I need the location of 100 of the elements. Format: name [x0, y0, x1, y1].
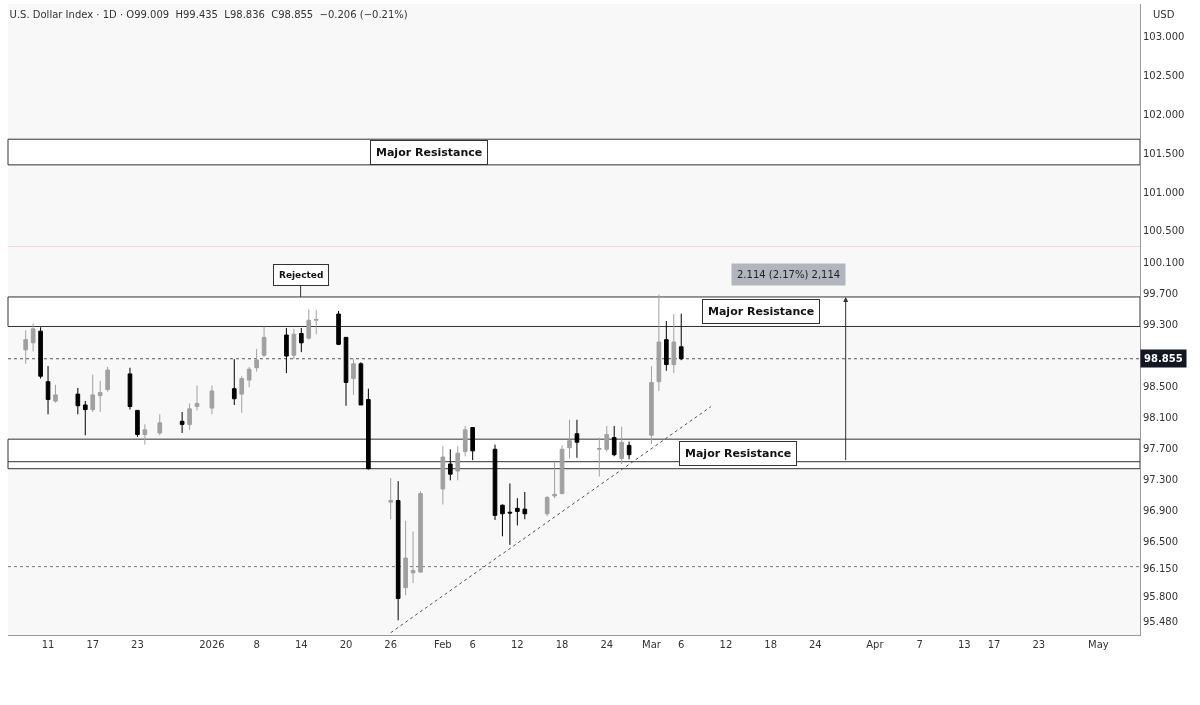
- candlestick: [299, 327, 304, 353]
- x-tick-label: 24: [600, 639, 614, 650]
- candlestick: [559, 444, 565, 495]
- candlestick: [619, 426, 624, 465]
- candlestick: [552, 461, 557, 499]
- y-tick-label: 99.700: [1143, 287, 1178, 299]
- x-tick-label: 7: [916, 639, 923, 650]
- y-tick-label: 96.500: [1143, 536, 1178, 548]
- candlestick: [97, 380, 103, 413]
- candlestick: [500, 503, 505, 537]
- candlestick: [306, 308, 312, 341]
- x-tick-label: Mar: [642, 639, 662, 650]
- x-tick-label: Feb: [434, 639, 452, 650]
- x-tick-label: 12: [510, 639, 524, 650]
- candlestick: [678, 313, 684, 361]
- y-tick-label: 100.500: [1143, 225, 1185, 237]
- y-tick-label: 97.300: [1143, 474, 1178, 486]
- candlestick: [239, 375, 245, 414]
- candlestick: [410, 531, 416, 584]
- candlestick: [664, 320, 669, 372]
- candlestick: [157, 413, 163, 436]
- candlestick: [30, 322, 36, 352]
- y-tick-label: 98.500: [1143, 380, 1178, 392]
- candlestick: [395, 480, 401, 621]
- x-tick-label: 11: [41, 639, 55, 650]
- candlestick: [544, 495, 550, 517]
- band-label: Major Resistance: [708, 305, 815, 318]
- x-tick-label: 8: [253, 639, 260, 650]
- candlestick: [403, 520, 408, 596]
- candlestick: [254, 348, 259, 373]
- y-tick-label: 101.500: [1143, 147, 1185, 159]
- candlestick: [522, 491, 528, 520]
- candlestick: [105, 366, 110, 393]
- y-tick-label: 97.700: [1143, 443, 1178, 454]
- band-label: Major Resistance: [685, 447, 792, 460]
- candlestick: [194, 385, 200, 411]
- candlestick: [358, 361, 364, 406]
- annotation: Rejected: [279, 270, 324, 280]
- candlestick: [611, 425, 617, 457]
- x-tick-label: 24: [808, 639, 822, 650]
- candlestick: [179, 411, 185, 434]
- candlestick: [515, 497, 520, 526]
- y-tick-label: 100.100: [1143, 256, 1185, 268]
- candlestick: [388, 477, 394, 520]
- x-tick-label: 18: [764, 639, 777, 650]
- candlestick: [313, 309, 319, 335]
- candlestick: [366, 388, 371, 470]
- candlestick: [90, 374, 96, 413]
- x-tick-label: 23: [1032, 639, 1046, 650]
- candlestick: [336, 310, 341, 346]
- candlestick: [231, 358, 237, 406]
- x-tick-label: 17: [86, 639, 100, 650]
- y-tick-label: 102.500: [1143, 69, 1185, 81]
- x-tick-label: 20: [339, 639, 353, 650]
- y-tick-label: 96.150: [1143, 563, 1178, 575]
- text: USD: [1153, 9, 1175, 20]
- text: U.S. Dollar Index · 1D · O99.009 H99.435 L98.836 C98.855 −0.206 (−0.21%): [9, 8, 408, 20]
- candlestick: [567, 419, 572, 460]
- x-tick-label: 2026: [199, 639, 225, 650]
- band-label: Major Resistance: [376, 146, 483, 159]
- x-tick-label: 23: [131, 639, 144, 650]
- x-tick-label: 6: [469, 639, 476, 650]
- annotation: 2.114 (2.17%) 2,114: [737, 269, 841, 280]
- candlestick: [284, 327, 289, 374]
- candlestick: [507, 482, 513, 546]
- y-tick-label: 98.100: [1143, 411, 1178, 423]
- candlestick: [142, 423, 148, 446]
- candlestick: [418, 490, 423, 574]
- candlestick: [351, 358, 356, 396]
- ref-line-label: 98.855: [1144, 353, 1183, 364]
- candlestick: [53, 384, 58, 404]
- x-tick-label: 6: [678, 639, 685, 650]
- candlestick: [45, 365, 51, 415]
- y-tick-label: 95.480: [1143, 615, 1178, 627]
- candlestick: [343, 336, 349, 407]
- candlestick: [246, 366, 252, 388]
- candlestick: [596, 437, 602, 477]
- candlestick: [82, 400, 88, 436]
- candlestick: [261, 325, 267, 358]
- candlestick: [291, 328, 297, 360]
- candlestick: [470, 427, 475, 461]
- candlestick: [209, 385, 215, 415]
- candlestick: [455, 445, 461, 481]
- x-tick-label: May: [1088, 639, 1109, 650]
- x-tick-label: 17: [987, 639, 1001, 650]
- x-tick-label: 18: [555, 639, 569, 650]
- x-tick-label: 26: [384, 639, 398, 650]
- x-tick-label: 13: [957, 639, 971, 650]
- candlestick: [187, 402, 192, 431]
- candlestick: [671, 313, 677, 374]
- y-tick-label: 95.800: [1143, 590, 1178, 602]
- candlestick: [656, 294, 662, 392]
- candlestick: [604, 425, 610, 453]
- candlestick: [75, 387, 81, 415]
- x-tick-label: 12: [719, 639, 733, 650]
- candlestick: [492, 444, 498, 521]
- candlestick: [135, 409, 140, 438]
- y-tick-label: 96.900: [1143, 505, 1178, 517]
- candlestick: [127, 367, 133, 411]
- candlestick: [447, 448, 453, 481]
